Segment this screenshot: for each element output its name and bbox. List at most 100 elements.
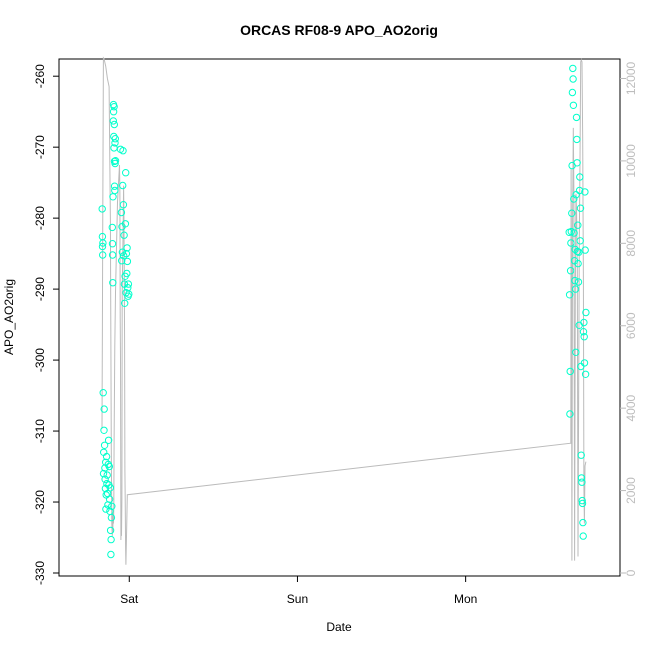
- data-point: [572, 113, 581, 122]
- data-point: [107, 550, 115, 559]
- data-point: [580, 333, 588, 341]
- y-tick-label: -300: [33, 348, 47, 372]
- data-point: [117, 208, 126, 217]
- data-point: [577, 474, 586, 482]
- data-point: [105, 495, 114, 503]
- right-tick-label: 6000: [624, 312, 638, 339]
- data-point: [582, 308, 590, 317]
- data-point: [574, 278, 583, 286]
- data-point: [102, 491, 110, 499]
- data-point: [100, 426, 108, 434]
- y-tick-label: -260: [33, 64, 47, 88]
- data-point: [109, 193, 117, 201]
- data-point: [569, 64, 577, 73]
- y-tick-label: -290: [33, 277, 47, 301]
- data-point: [106, 484, 115, 492]
- data-point: [118, 257, 126, 265]
- data-point: [579, 532, 587, 540]
- data-points: [98, 64, 590, 559]
- data-point: [121, 220, 130, 228]
- plot-frame: [58, 58, 621, 577]
- data-point: [566, 267, 575, 275]
- data-point: [569, 101, 578, 110]
- data-point: [566, 410, 574, 418]
- data-point: [566, 367, 574, 376]
- data-point: [580, 318, 588, 327]
- data-point: [107, 513, 116, 522]
- data-point: [581, 246, 589, 254]
- data-point: [567, 239, 575, 247]
- data-point: [110, 132, 118, 141]
- data-point: [123, 269, 131, 278]
- altitude-line-layer: [101, 56, 587, 565]
- data-point: [576, 237, 584, 245]
- data-point: [108, 502, 116, 510]
- data-point: [104, 436, 113, 444]
- right-tick-label: 4000: [624, 394, 638, 421]
- data-point: [581, 370, 590, 378]
- data-point: [110, 103, 118, 111]
- data-point: [122, 249, 131, 258]
- data-point: [581, 188, 589, 196]
- data-point: [573, 135, 581, 144]
- data-point: [118, 248, 127, 256]
- data-point: [103, 471, 111, 479]
- data-point: [577, 451, 585, 459]
- data-point: [574, 259, 582, 268]
- x-tick-label: Mon: [454, 592, 477, 606]
- data-point: [123, 244, 131, 252]
- data-point: [571, 285, 580, 293]
- data-point: [100, 405, 108, 413]
- y-axis-right: 0 2000 4000 6000 8000 10000 12000: [620, 61, 638, 576]
- data-point: [99, 251, 107, 259]
- data-point: [100, 441, 109, 449]
- data-point: [109, 279, 117, 287]
- data-point: [107, 535, 115, 544]
- right-tick-label: 10000: [624, 144, 638, 178]
- data-point: [111, 139, 119, 147]
- altitude-line: [101, 56, 587, 565]
- data-point: [111, 157, 120, 165]
- data-point: [578, 478, 586, 486]
- data-point: [99, 389, 107, 397]
- x-tick-label: Sat: [120, 592, 139, 606]
- data-point: [568, 209, 576, 217]
- data-point: [119, 201, 128, 209]
- data-point: [579, 518, 587, 527]
- data-point: [110, 120, 119, 129]
- y-axis-left: -330 -320 -310 -300 -290 -280 -270 -260: [33, 64, 59, 585]
- data-point: [580, 359, 589, 367]
- right-tick-label: 12000: [624, 61, 638, 95]
- y-tick-label: -280: [33, 206, 47, 230]
- data-point: [570, 195, 578, 203]
- data-point: [108, 240, 117, 248]
- data-point: [121, 299, 129, 307]
- data-point: [576, 173, 584, 181]
- y-axis-label: APO_AO2orig: [2, 279, 16, 355]
- data-point: [111, 159, 119, 168]
- data-point: [120, 231, 128, 239]
- data-point: [575, 248, 583, 256]
- data-point: [109, 108, 118, 116]
- data-point: [109, 117, 118, 125]
- data-point: [569, 75, 577, 83]
- data-point: [101, 475, 109, 483]
- data-point: [111, 135, 120, 143]
- x-tick-label: Sun: [287, 592, 308, 606]
- data-point: [125, 290, 133, 298]
- data-point: [574, 221, 582, 229]
- y-tick-label: -310: [33, 419, 47, 443]
- data-point: [110, 182, 119, 190]
- data-point: [573, 159, 581, 167]
- right-tick-label: 0: [624, 569, 638, 576]
- data-point: [578, 499, 587, 508]
- y-tick-label: -330: [33, 561, 47, 585]
- data-point: [123, 257, 132, 266]
- data-point: [122, 169, 130, 177]
- data-point: [111, 186, 119, 195]
- data-point: [576, 204, 585, 212]
- data-point: [108, 251, 117, 259]
- data-point: [98, 205, 106, 213]
- data-point: [578, 496, 586, 505]
- data-point: [119, 181, 127, 190]
